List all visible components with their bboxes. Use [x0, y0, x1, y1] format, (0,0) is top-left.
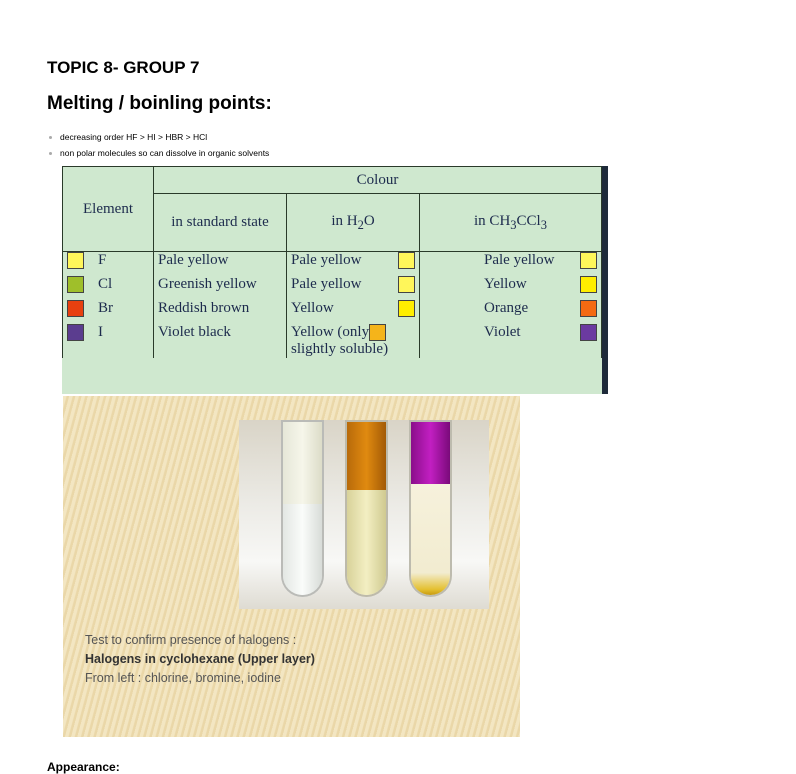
test-tubes-photo: [239, 420, 489, 609]
colour-swatch: [580, 300, 597, 317]
header-element: Element: [62, 166, 154, 252]
table-image-edge: [602, 166, 608, 394]
bromine-test-tube: [345, 420, 388, 597]
table-row: I Violet black Yellow (only slightly sol…: [62, 324, 602, 358]
colour-swatch: [398, 300, 415, 317]
list-item: non polar molecules so can dissolve in o…: [47, 148, 269, 158]
halogen-colour-table: Element Colour in standard state in H2O …: [62, 166, 602, 358]
bullet-text: decreasing order HF > HI > HBR > HCl: [60, 132, 208, 142]
section-heading: Melting / boinling points:: [47, 93, 272, 114]
colour-swatch: [580, 252, 597, 269]
table-row: Cl Greenish yellow Pale yellow Yellow: [62, 276, 602, 300]
colour-swatch: [398, 252, 415, 269]
colour-swatch: [398, 276, 415, 293]
colour-swatch: [67, 300, 84, 318]
halogen-test-slide: Test to confirm presence of halogens : H…: [63, 396, 520, 737]
header-in-organic-solvent: in CH3CCl3: [419, 193, 602, 252]
bullet-text: non polar molecules so can dissolve in o…: [60, 148, 270, 158]
colour-swatch: [67, 252, 84, 270]
bullet-dot: [49, 135, 52, 139]
colour-swatch: [369, 324, 387, 341]
bullet-dot: [49, 151, 52, 155]
iodine-test-tube: [409, 420, 452, 597]
colour-swatch: [580, 324, 597, 341]
header-colour: Colour: [153, 166, 602, 194]
colour-swatch: [67, 324, 84, 342]
colour-swatch: [580, 276, 597, 293]
halogen-colour-table-image: Element Colour in standard state in H2O …: [62, 166, 608, 394]
slide-caption: Test to confirm presence of halogens : H…: [85, 633, 315, 685]
table-row: F Pale yellow Pale yellow Pale yellow: [62, 251, 602, 276]
list-item: decreasing order HF > HI > HBR > HCl: [47, 132, 207, 142]
header-standard-state: in standard state: [153, 193, 287, 252]
table-row: Br Reddish brown Yellow Orange: [62, 300, 602, 324]
topic-title: TOPIC 8- GROUP 7: [47, 58, 200, 77]
colour-swatch: [67, 276, 84, 294]
chlorine-test-tube: [281, 420, 324, 597]
appearance-heading: Appearance:: [47, 760, 120, 774]
header-in-water: in H2O: [286, 193, 420, 252]
